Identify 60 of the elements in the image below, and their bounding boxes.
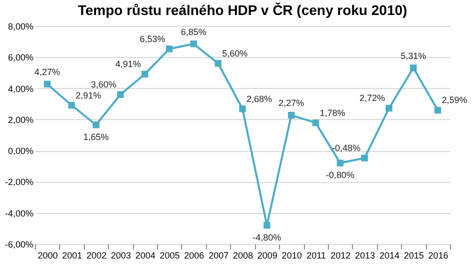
data-label: -4,80% (252, 232, 282, 242)
data-label: 4,91% (115, 59, 141, 70)
y-tick-label: -6,00% (4, 240, 34, 250)
point (264, 222, 270, 229)
y-tick-label: 0,00% (8, 146, 34, 156)
data-label: 2,68% (246, 94, 272, 104)
data-label: 4,27% (34, 67, 60, 78)
x-tick-label: 2015 (404, 250, 424, 260)
point (410, 64, 417, 72)
data-label: 2,27% (278, 98, 304, 108)
y-tick-label: 4,00% (8, 84, 34, 94)
data-label: 6,53% (140, 34, 166, 44)
data-label: 2,59% (442, 95, 468, 106)
point (386, 104, 392, 112)
point (44, 80, 51, 88)
x-tick-label: 2000 (38, 250, 58, 260)
x-tick-label: 2001 (62, 250, 82, 260)
point (166, 46, 173, 52)
point (361, 154, 368, 162)
data-label: 3,60% (90, 80, 116, 90)
x-tick-label: 2002 (86, 250, 107, 260)
data-label: 2,72% (359, 93, 385, 104)
x-tick-label: 2008 (232, 250, 254, 260)
point (190, 40, 198, 48)
point (68, 102, 75, 109)
data-label: 6,85% (180, 26, 206, 37)
point (92, 122, 100, 128)
data-label: 5,60% (222, 48, 248, 58)
y-tick-label: 2,00% (8, 114, 34, 125)
x-tick-label: 2016 (428, 250, 448, 260)
x-tick-label: 2011 (306, 250, 326, 260)
point (142, 70, 148, 78)
data-label: 2,91% (76, 90, 102, 100)
point (336, 160, 344, 166)
y-tick-label: -2,00% (4, 177, 34, 188)
x-tick-label: 2014 (379, 250, 400, 260)
x-tick-label: 2012 (330, 250, 351, 260)
x-tick-label: 2013 (355, 250, 376, 260)
data-label: 5,31% (400, 50, 426, 61)
data-label: -0,80% (326, 170, 354, 180)
y-tick-label: 8,00% (8, 22, 34, 32)
x-tick-label: 2004 (135, 250, 156, 260)
point (214, 60, 222, 67)
y-tick-label: -4,00% (4, 208, 34, 218)
point (239, 105, 246, 112)
point (117, 91, 124, 98)
data-label: 1,78% (320, 108, 346, 118)
x-tick-label: 2009 (257, 250, 278, 260)
x-tick-label: 2007 (208, 250, 229, 260)
x-tick-label: 2006 (184, 250, 204, 260)
x-tick-label: 2003 (110, 250, 131, 260)
x-tick-label: 2005 (160, 250, 180, 260)
data-label: -0,48% (332, 143, 361, 154)
y-tick-label: 6,00% (8, 52, 34, 63)
x-tick-label: 2010 (282, 250, 302, 260)
point (288, 112, 295, 119)
point (434, 106, 442, 114)
chart-title: Tempo růstu reálného HDP v ČR (ceny roku 2010) (78, 2, 408, 18)
data-label: 1,65% (83, 132, 109, 142)
point (312, 120, 320, 126)
